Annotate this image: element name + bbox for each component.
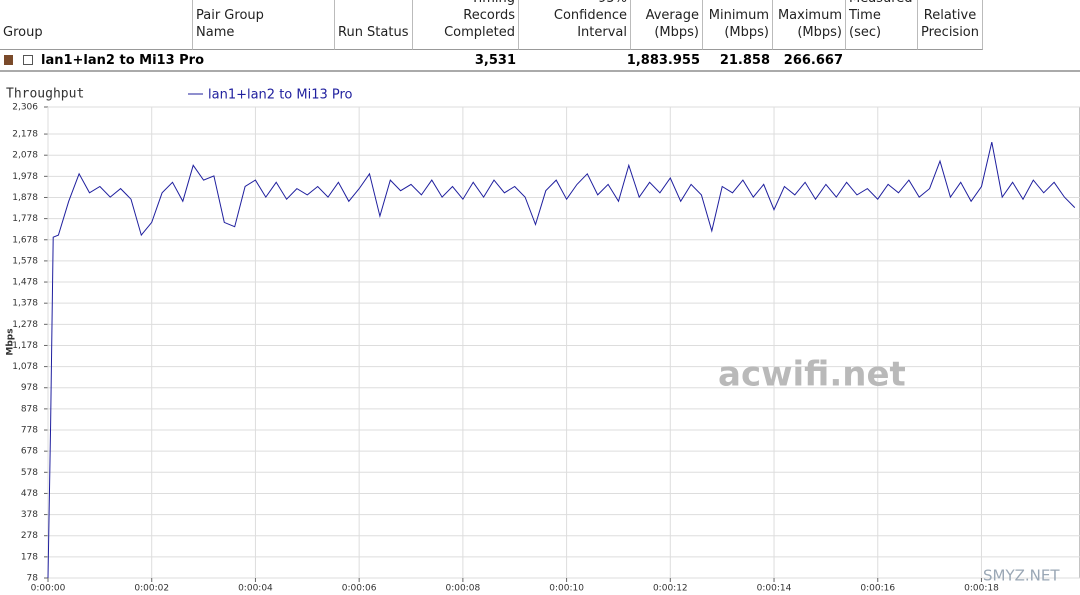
series-line (47, 141, 1076, 579)
column-header[interactable]: 95% Confidence Interval (519, 0, 631, 50)
group-icon (4, 55, 13, 65)
y-tick-label: 178 (21, 552, 38, 562)
y-axis-label: Mbps (6, 328, 16, 355)
x-tick-label: 0:00:14 (757, 584, 792, 594)
watermark: acwifi.net (718, 355, 906, 395)
timing-records: 3,531 (474, 53, 516, 68)
x-tick-label: 0:00:00 (31, 584, 66, 594)
minimum: 21.858 (719, 53, 770, 68)
x-tick-label: 0:00:04 (238, 584, 273, 594)
y-tick-label: 578 (21, 468, 38, 478)
legend-label: lan1+lan2 to Mi13 Pro (208, 88, 353, 103)
y-tick-label: 78 (27, 574, 39, 584)
expand-toggle[interactable] (23, 55, 33, 65)
y-tick-label: 878 (21, 404, 38, 414)
y-tick-label: 678 (21, 447, 38, 457)
y-tick-label: 278 (21, 531, 38, 541)
column-header[interactable]: Run Status (335, 0, 413, 50)
column-header[interactable]: Measured Time (sec) (846, 0, 918, 50)
y-tick-label: 1,878 (12, 193, 38, 203)
column-header[interactable]: Average (Mbps) (631, 0, 703, 50)
y-tick-label: 2,078 (12, 151, 38, 161)
y-tick-label: 978 (21, 383, 38, 393)
column-header[interactable]: Maximum (Mbps) (773, 0, 846, 50)
group-name[interactable]: lan1+lan2 to Mi13 Pro (41, 53, 205, 68)
y-tick-label: 1,078 (12, 362, 38, 372)
column-header[interactable]: Group (0, 0, 193, 50)
y-tick-label: 1,378 (12, 299, 38, 309)
maximum: 266.667 (783, 53, 843, 68)
y-tick-label: 378 (21, 510, 38, 520)
column-header[interactable]: Timing Records Completed (413, 0, 519, 50)
y-tick-label: 478 (21, 489, 38, 499)
y-tick-label: 2,306 (12, 103, 38, 113)
y-tick-label: 1,678 (12, 235, 38, 245)
y-tick-label: 2,178 (12, 130, 38, 140)
x-tick-label: 0:00:16 (860, 584, 895, 594)
y-tick-label: 1,778 (12, 214, 38, 224)
y-tick-label: 1,278 (12, 320, 38, 330)
chart-title: Throughput (6, 87, 84, 102)
column-header[interactable]: Relative Precision (918, 0, 983, 50)
average: 1,883.955 (626, 53, 700, 68)
x-tick-label: 0:00:12 (653, 584, 688, 594)
y-tick-label: 778 (21, 426, 38, 436)
y-tick-label: 1,578 (12, 256, 38, 266)
results-table: Group Pair Group Name Run Status Timing … (0, 0, 1080, 72)
y-tick-label: 1,178 (12, 341, 38, 351)
column-header[interactable]: Pair Group Name (193, 0, 335, 50)
plot-area (47, 106, 1080, 579)
y-tick-label: 1,478 (12, 278, 38, 288)
x-tick-label: 0:00:10 (549, 584, 584, 594)
x-tick-label: 0:00:18 (964, 584, 999, 594)
x-tick-label: 0:00:02 (134, 584, 169, 594)
y-tick-label: 1,978 (12, 172, 38, 182)
watermark: SMYZ.NET (983, 567, 1060, 585)
x-tick-label: 0:00:08 (446, 584, 481, 594)
x-tick-label: 0:00:06 (342, 584, 377, 594)
column-header[interactable]: Minimum (Mbps) (703, 0, 773, 50)
